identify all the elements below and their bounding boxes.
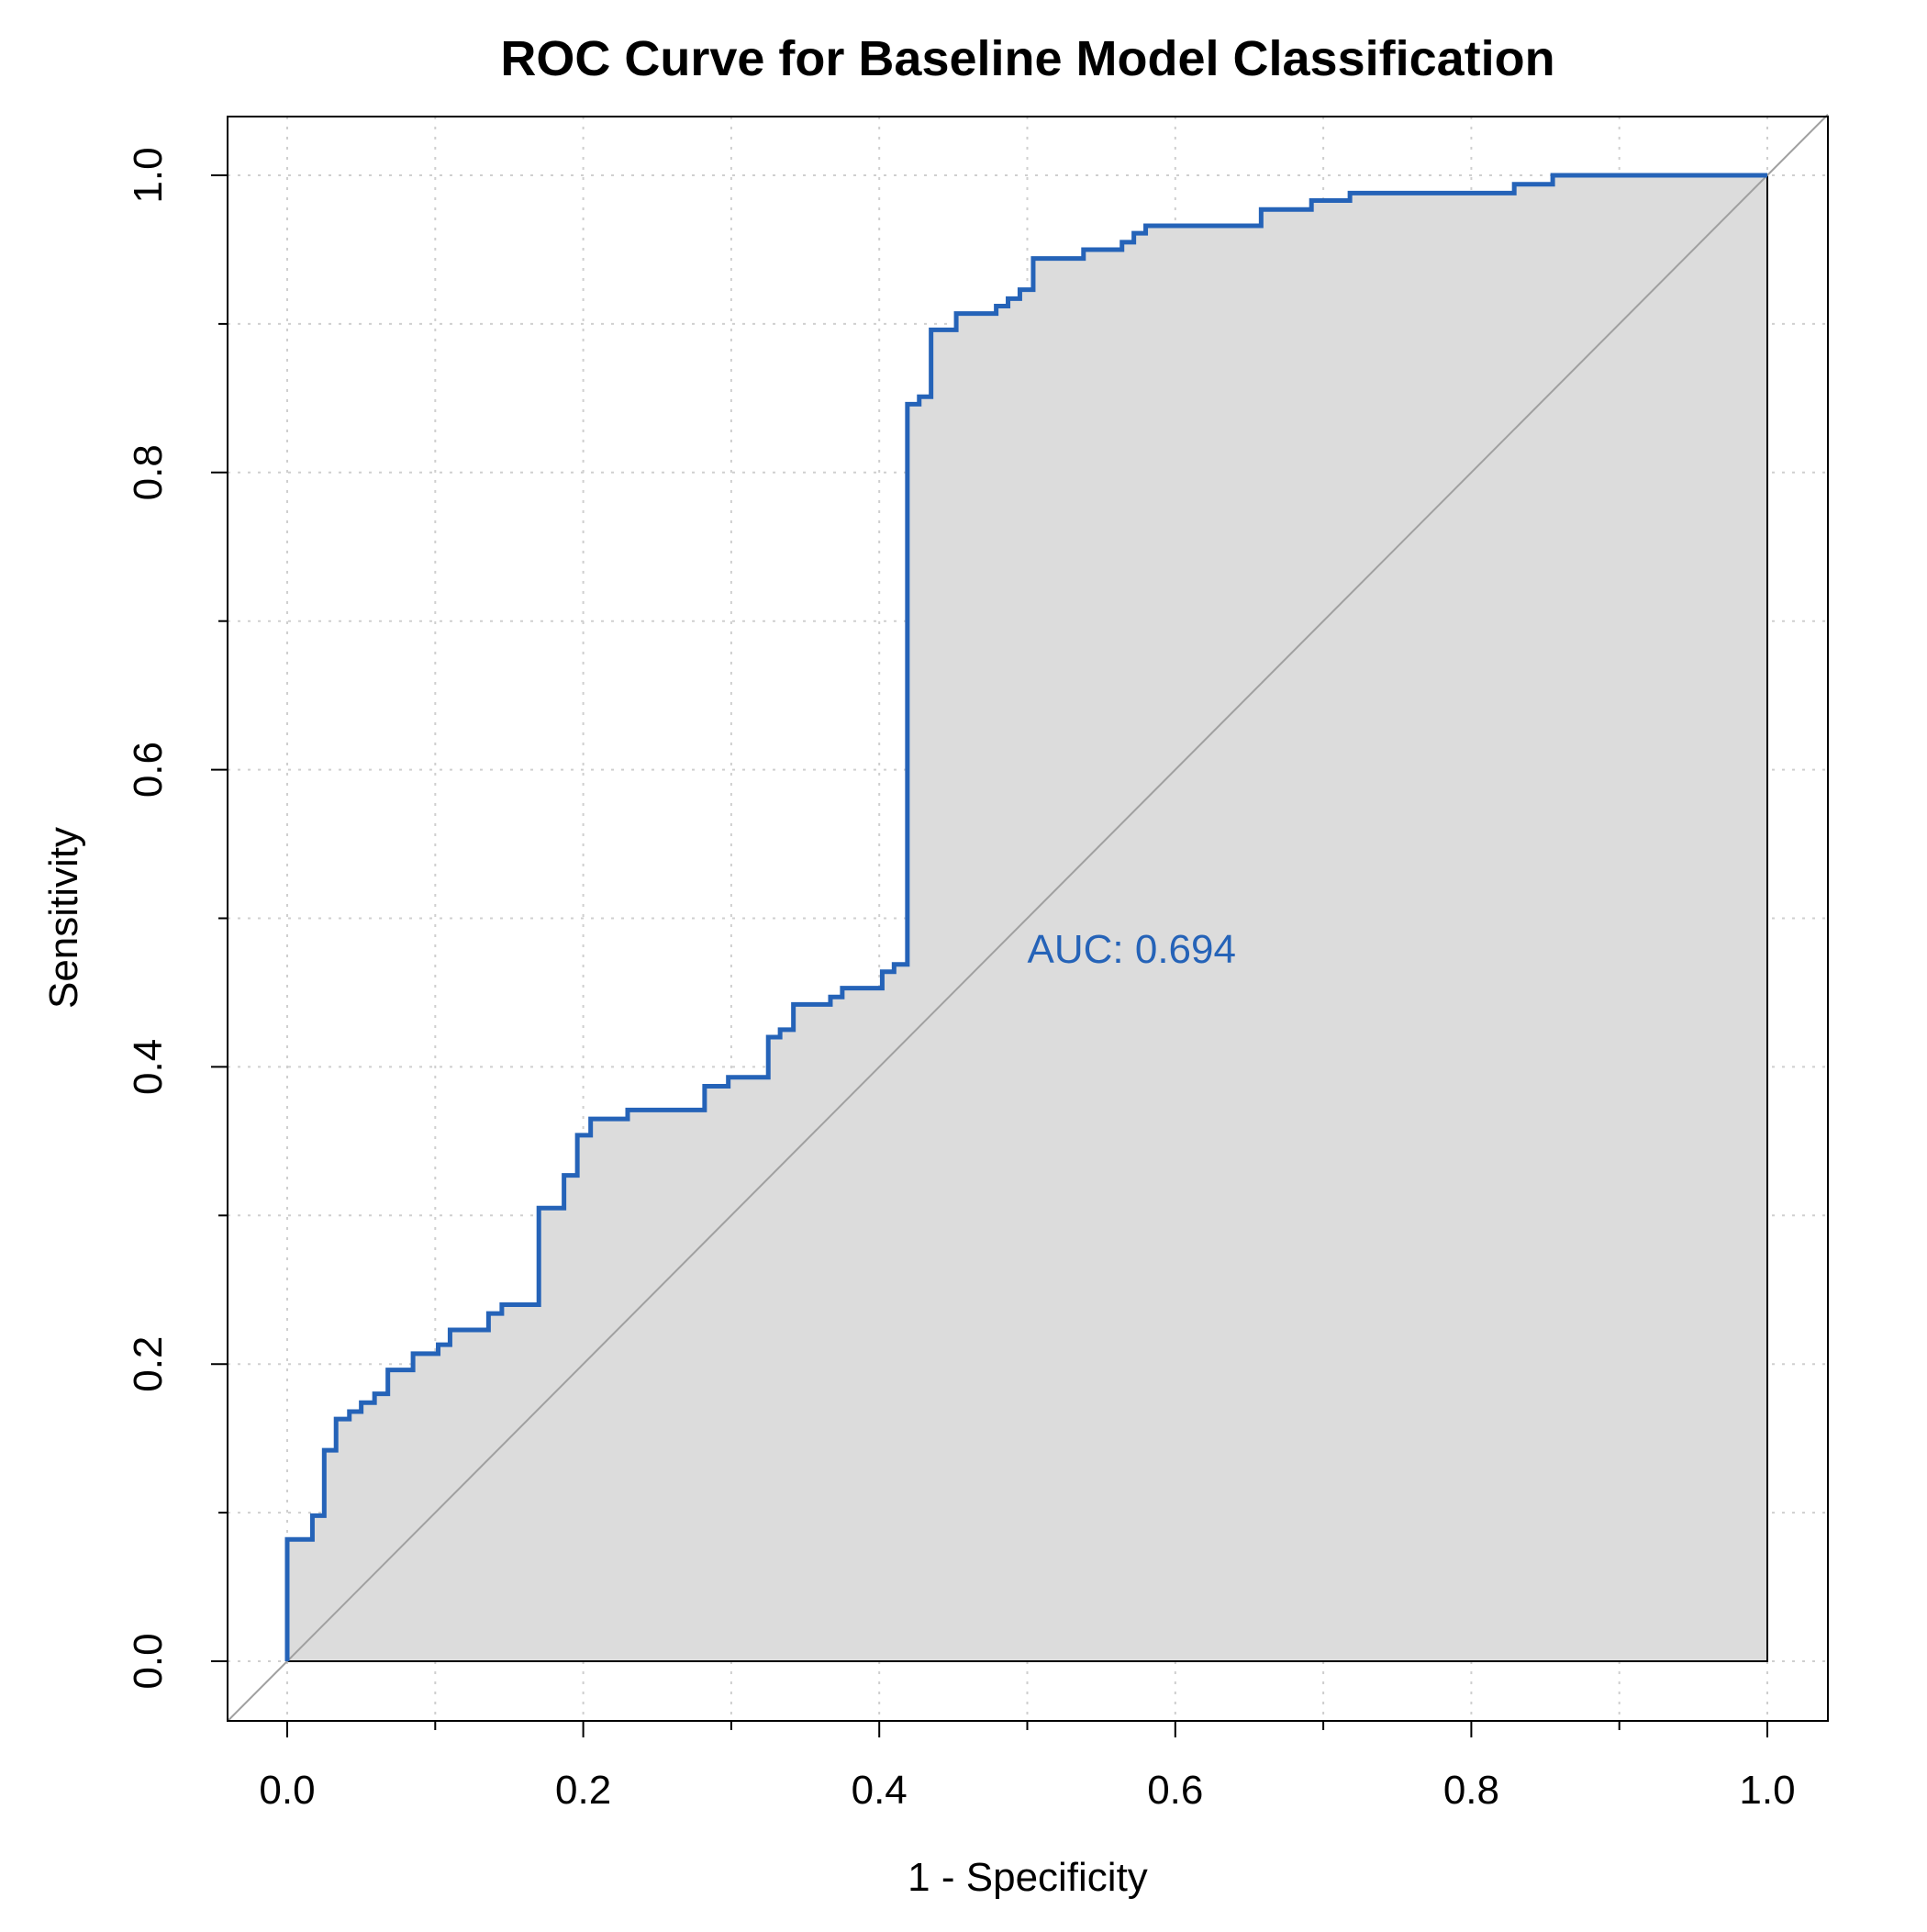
y-tick-label: 0.6 bbox=[126, 742, 171, 798]
chance-diagonal-line bbox=[227, 114, 1829, 1722]
x-tick-label: 0.4 bbox=[852, 1768, 908, 1813]
y-tick-label: 0.8 bbox=[126, 444, 171, 500]
x-tick-label: 0.0 bbox=[259, 1768, 315, 1813]
y-tick-label: 0.2 bbox=[126, 1336, 171, 1392]
x-tick-label: 1.0 bbox=[1739, 1768, 1795, 1813]
chart-title: ROC Curve for Baseline Model Classificat… bbox=[500, 31, 1554, 86]
x-tick-label: 0.8 bbox=[1443, 1768, 1499, 1813]
auc-annotation: AUC: 0.694 bbox=[1028, 927, 1236, 972]
plot-area bbox=[227, 114, 1829, 1722]
x-tick-label: 0.2 bbox=[555, 1768, 611, 1813]
axes: 0.0 0.2 0.4 0.6 0.8 1.0 0.0 0.2 0.4 0.6 0.8 1.0 bbox=[126, 116, 1829, 1813]
y-tick-label: 0.4 bbox=[126, 1039, 171, 1095]
roc-curve-line bbox=[284, 173, 1767, 1661]
y-tick-label: 0.0 bbox=[126, 1633, 171, 1689]
y-axis-label: Sensitivity bbox=[41, 827, 86, 1009]
y-tick-label: 1.0 bbox=[126, 147, 171, 203]
x-tick-label: 0.6 bbox=[1147, 1768, 1203, 1813]
x-axis-label: 1 - Specificity bbox=[908, 1855, 1148, 1900]
